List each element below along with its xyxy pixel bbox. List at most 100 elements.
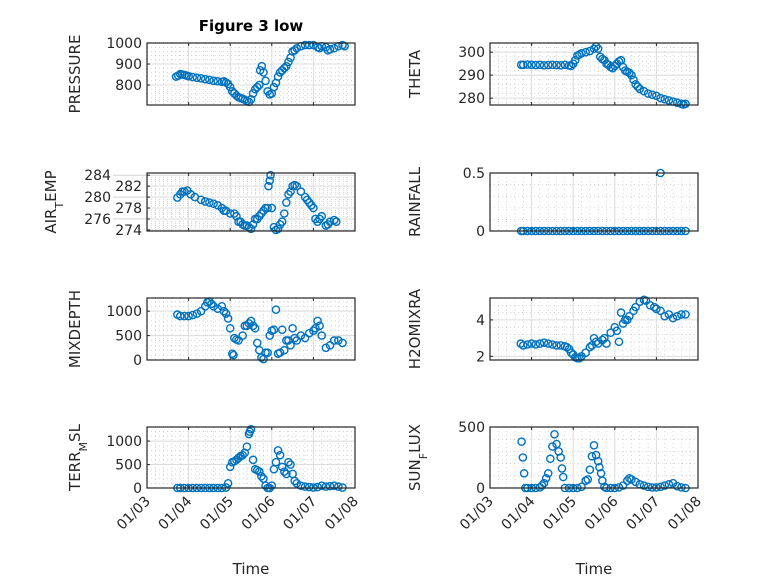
data-point — [223, 314, 233, 323]
data-point — [331, 217, 341, 226]
data-point — [585, 46, 595, 56]
y-tick-label: 300 — [458, 45, 485, 61]
data-point — [517, 437, 526, 446]
data-point — [296, 331, 306, 340]
data-point — [616, 308, 626, 317]
data-point — [622, 476, 632, 485]
y-tick-label: 282 — [115, 179, 142, 195]
data-point — [556, 453, 566, 462]
y-tick-label: 0 — [476, 481, 485, 497]
y-axis-label: THETA — [406, 49, 424, 99]
data-point — [570, 55, 580, 65]
data-point — [618, 481, 628, 490]
data-point — [325, 45, 335, 54]
data-point — [275, 348, 285, 357]
y-tick-label: 1000 — [106, 434, 142, 450]
data-point — [633, 82, 642, 91]
data-point — [184, 311, 193, 321]
data-point — [225, 323, 235, 333]
data-point — [267, 203, 277, 213]
data-point — [587, 451, 597, 461]
data-point — [273, 72, 283, 81]
data-point — [560, 60, 570, 70]
data-point — [290, 46, 299, 55]
data-point — [292, 479, 302, 488]
data-point — [625, 311, 634, 321]
data-point — [213, 76, 223, 86]
data-point — [543, 60, 553, 70]
data-point — [290, 476, 299, 486]
data-point — [552, 341, 561, 350]
data-point — [639, 481, 649, 490]
data-point — [232, 211, 241, 221]
y-axis-label: AIRTEMP — [42, 170, 66, 233]
data-point — [264, 181, 273, 191]
data-point — [234, 336, 243, 345]
data-point — [535, 60, 545, 70]
y-tick-label: 500 — [115, 458, 142, 474]
data-point — [209, 199, 218, 208]
data-point — [296, 481, 306, 490]
data-point — [631, 302, 640, 312]
data-point — [577, 49, 586, 58]
data-point — [255, 467, 264, 476]
y-tick-label: 0.5 — [463, 166, 485, 182]
data-point — [248, 321, 258, 331]
y-tick-label: 0 — [476, 224, 485, 240]
data-point — [304, 328, 314, 338]
data-point — [550, 430, 559, 439]
axes-box — [489, 297, 699, 361]
data-point — [329, 43, 339, 53]
y-tick-label: 500 — [115, 329, 142, 345]
data-point — [681, 99, 690, 109]
data-point — [238, 450, 247, 460]
data-point — [279, 209, 289, 218]
data-point — [581, 348, 590, 358]
data-point — [248, 220, 258, 229]
data-point — [647, 483, 657, 492]
axes-background — [490, 43, 698, 105]
data-point — [647, 90, 657, 99]
data-point — [334, 336, 343, 345]
data-point — [627, 70, 636, 80]
data-point — [261, 76, 270, 86]
data-point — [334, 482, 343, 491]
data-point — [180, 311, 189, 321]
data-point — [286, 460, 295, 469]
data-point — [217, 301, 227, 311]
data-point — [227, 349, 237, 358]
data-point — [265, 331, 275, 340]
y-tick-label: 274 — [115, 223, 142, 239]
data-point — [296, 187, 306, 196]
axes-box — [489, 42, 699, 106]
axes-box — [146, 42, 356, 106]
data-point — [205, 198, 214, 207]
data-point — [292, 43, 302, 53]
data-point — [300, 40, 310, 50]
data-point — [652, 91, 661, 101]
data-point — [593, 44, 603, 54]
data-point — [539, 478, 549, 488]
subplot-pressure: 800 900 1000 PRESSURE — [66, 35, 356, 113]
data-point — [548, 340, 557, 349]
data-point — [523, 60, 532, 69]
data-point — [650, 302, 659, 312]
data-point — [246, 425, 256, 434]
y-tick-label: 0 — [133, 481, 142, 497]
data-point — [321, 482, 331, 491]
data-point — [656, 482, 665, 492]
data-point — [229, 350, 238, 360]
data-point — [589, 44, 599, 54]
data-point — [248, 455, 258, 465]
data-point — [252, 82, 262, 92]
data-point — [273, 224, 283, 234]
data-point — [548, 60, 557, 70]
data-point — [275, 450, 285, 460]
data-point — [277, 325, 287, 335]
data-point — [257, 471, 266, 481]
data-point — [575, 353, 584, 363]
data-point — [612, 326, 622, 336]
data-point — [527, 60, 536, 70]
data-point — [271, 457, 281, 467]
